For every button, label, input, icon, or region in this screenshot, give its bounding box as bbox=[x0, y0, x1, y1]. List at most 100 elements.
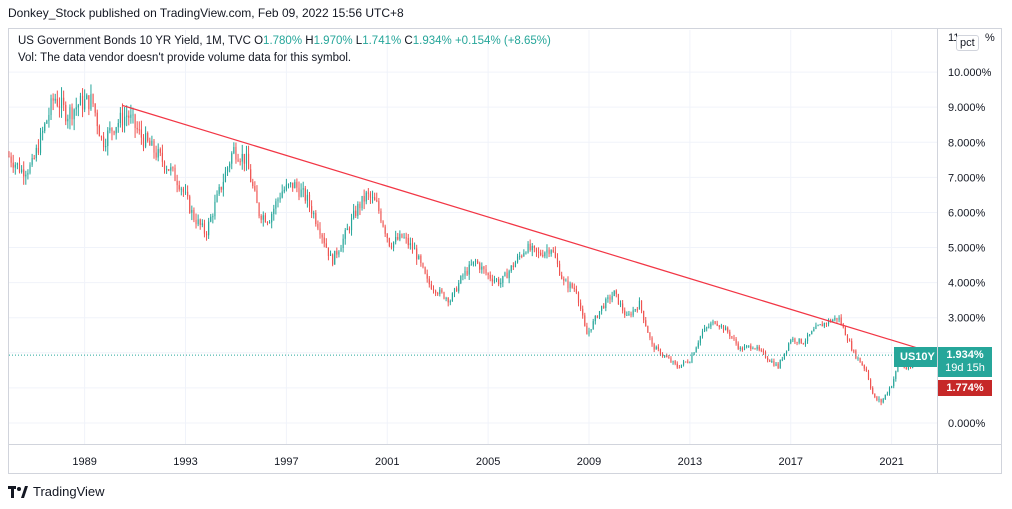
candle-body[interactable] bbox=[237, 159, 239, 162]
candle-body[interactable] bbox=[580, 302, 582, 309]
candle-body[interactable] bbox=[447, 297, 449, 303]
candle-body[interactable] bbox=[216, 193, 218, 202]
candle-body[interactable] bbox=[653, 344, 655, 350]
candle-body[interactable] bbox=[590, 329, 592, 331]
candle-body[interactable] bbox=[98, 126, 100, 137]
candle-body[interactable] bbox=[760, 349, 762, 351]
candle-body[interactable] bbox=[718, 325, 720, 328]
candle-body[interactable] bbox=[502, 275, 504, 283]
candle-body[interactable] bbox=[661, 354, 664, 356]
candle-body[interactable] bbox=[346, 228, 348, 231]
candle-body[interactable] bbox=[891, 386, 893, 388]
candle-body[interactable] bbox=[392, 241, 395, 248]
candle-body[interactable] bbox=[31, 158, 33, 165]
candle-body[interactable] bbox=[800, 338, 802, 344]
candle-body[interactable] bbox=[56, 98, 58, 106]
candle-body[interactable] bbox=[44, 123, 46, 131]
candle-body[interactable] bbox=[567, 280, 569, 289]
candle-body[interactable] bbox=[771, 360, 773, 362]
candle-body[interactable] bbox=[714, 321, 716, 324]
candle-body[interactable] bbox=[756, 346, 758, 349]
candle-body[interactable] bbox=[905, 367, 907, 369]
candle-body[interactable] bbox=[739, 347, 741, 349]
candle-body[interactable] bbox=[355, 210, 357, 216]
candle-body[interactable] bbox=[229, 163, 231, 168]
candle-body[interactable] bbox=[617, 293, 619, 305]
candle-body[interactable] bbox=[197, 219, 199, 225]
candle-body[interactable] bbox=[849, 340, 851, 342]
candle-body[interactable] bbox=[466, 270, 468, 275]
candle-body[interactable] bbox=[792, 338, 794, 341]
candle-body[interactable] bbox=[140, 129, 142, 138]
candle-body[interactable] bbox=[94, 103, 96, 113]
candle-body[interactable] bbox=[422, 263, 424, 268]
candle-body[interactable] bbox=[802, 343, 804, 345]
candle-body[interactable] bbox=[559, 263, 561, 276]
candle-body[interactable] bbox=[187, 191, 189, 197]
candle-body[interactable] bbox=[704, 328, 706, 332]
candle-body[interactable] bbox=[138, 129, 140, 131]
candle-body[interactable] bbox=[809, 334, 811, 336]
candle-body[interactable] bbox=[561, 275, 563, 279]
candle-body[interactable] bbox=[823, 323, 825, 327]
candle-body[interactable] bbox=[563, 278, 565, 281]
candle-body[interactable] bbox=[58, 105, 61, 109]
candle-body[interactable] bbox=[758, 346, 760, 350]
candle-body[interactable] bbox=[363, 195, 365, 202]
candle-body[interactable] bbox=[109, 127, 111, 131]
candle-body[interactable] bbox=[870, 379, 872, 388]
candle-body[interactable] bbox=[132, 114, 134, 116]
candle-body[interactable] bbox=[296, 182, 298, 188]
candle-body[interactable] bbox=[767, 357, 769, 361]
candle-body[interactable] bbox=[359, 203, 361, 209]
candle-body[interactable] bbox=[353, 210, 355, 218]
candle-body[interactable] bbox=[573, 287, 575, 290]
candle-body[interactable] bbox=[634, 309, 636, 311]
candle-body[interactable] bbox=[695, 347, 697, 353]
candle-body[interactable] bbox=[836, 317, 838, 320]
candle-body[interactable] bbox=[86, 95, 88, 100]
candle-body[interactable] bbox=[115, 127, 117, 134]
candle-body[interactable] bbox=[832, 319, 834, 322]
candle-body[interactable] bbox=[643, 310, 645, 321]
candle-body[interactable] bbox=[531, 245, 533, 251]
candle-body[interactable] bbox=[485, 269, 487, 274]
candle-body[interactable] bbox=[155, 152, 157, 158]
candle-body[interactable] bbox=[287, 184, 290, 186]
candle-body[interactable] bbox=[632, 310, 634, 316]
candle-body[interactable] bbox=[71, 107, 73, 120]
candle-body[interactable] bbox=[420, 255, 422, 264]
candle-body[interactable] bbox=[418, 255, 420, 260]
candle-body[interactable] bbox=[548, 249, 550, 254]
candle-body[interactable] bbox=[306, 194, 308, 201]
candle-body[interactable] bbox=[214, 201, 216, 217]
candle-body[interactable] bbox=[283, 189, 285, 192]
candle-body[interactable] bbox=[519, 255, 521, 257]
candle-body[interactable] bbox=[182, 188, 184, 192]
candle-body[interactable] bbox=[746, 345, 748, 347]
candle-body[interactable] bbox=[145, 133, 147, 147]
candle-body[interactable] bbox=[861, 362, 863, 366]
candle-body[interactable] bbox=[527, 243, 529, 253]
candle-body[interactable] bbox=[788, 343, 790, 351]
candle-body[interactable] bbox=[340, 247, 342, 252]
candle-body[interactable] bbox=[804, 341, 807, 345]
candle-body[interactable] bbox=[63, 97, 65, 105]
candle-body[interactable] bbox=[321, 234, 323, 238]
candle-body[interactable] bbox=[582, 308, 584, 316]
candle-body[interactable] bbox=[126, 115, 128, 117]
candle-body[interactable] bbox=[710, 323, 712, 327]
candle-body[interactable] bbox=[651, 337, 653, 345]
candle-body[interactable] bbox=[327, 247, 329, 256]
candle-body[interactable] bbox=[477, 260, 479, 264]
candle-body[interactable] bbox=[699, 336, 701, 343]
candle-body[interactable] bbox=[493, 279, 496, 282]
candle-body[interactable] bbox=[498, 279, 500, 285]
candle-body[interactable] bbox=[102, 136, 105, 148]
candle-body[interactable] bbox=[111, 127, 113, 132]
candle-body[interactable] bbox=[682, 361, 685, 365]
candle-body[interactable] bbox=[411, 243, 414, 250]
candle-body[interactable] bbox=[577, 292, 580, 303]
candle-body[interactable] bbox=[281, 191, 283, 198]
candle-body[interactable] bbox=[405, 237, 407, 239]
